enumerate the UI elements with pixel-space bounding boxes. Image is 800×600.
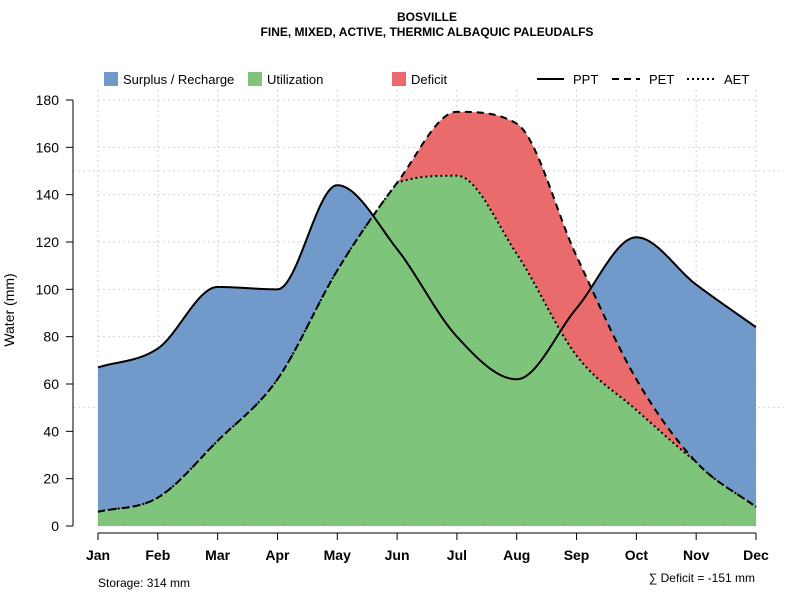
y-tick-label-120: 120 xyxy=(36,234,60,250)
line-layer xyxy=(97,110,757,513)
axes: 0 20 40 60 80 100 120 140 160 180 Jan Feb Mar Apr May J… xyxy=(36,92,769,563)
x-tick-label-apr: Apr xyxy=(265,547,290,563)
series-line-ppt xyxy=(97,184,757,381)
legend-swatch-surplus xyxy=(104,72,118,86)
legend-label-ppt: PPT xyxy=(573,72,598,87)
x-tick-label-nov: Nov xyxy=(683,547,710,563)
x-tick-label-jun: Jun xyxy=(385,547,410,563)
x-tick-label-dec: Dec xyxy=(743,547,769,563)
x-tick-label-sep: Sep xyxy=(564,547,590,563)
x-tick-label-may: May xyxy=(324,547,351,563)
y-tick-label-140: 140 xyxy=(36,187,60,203)
storage-annotation: Storage: 314 mm xyxy=(98,576,190,590)
legend-label-deficit: Deficit xyxy=(411,72,448,87)
deficit-annotation: ∑ Deficit = -151 mm xyxy=(649,571,755,585)
legend-label-pet: PET xyxy=(649,72,674,87)
legend-label-utilization: Utilization xyxy=(267,72,323,87)
y-tick-label-80: 80 xyxy=(43,329,59,345)
y-tick-label-60: 60 xyxy=(43,376,59,392)
x-tick-label-oct: Oct xyxy=(625,547,649,563)
chart-subtitle: FINE, MIXED, ACTIVE, THERMIC ALBAQUIC PA… xyxy=(261,25,594,39)
x-tick-label-aug: Aug xyxy=(503,547,530,563)
legend-label-aet: AET xyxy=(724,72,749,87)
legend-swatch-deficit xyxy=(392,72,406,86)
y-axis-label: Water (mm) xyxy=(1,273,17,346)
y-tick-label-40: 40 xyxy=(43,423,59,439)
x-tick-label-feb: Feb xyxy=(145,547,170,563)
y-tick-label-0: 0 xyxy=(51,518,59,534)
area-layer xyxy=(98,111,756,527)
y-tick-label-180: 180 xyxy=(36,92,60,108)
series-line-aet xyxy=(97,174,757,513)
y-tick-label-20: 20 xyxy=(43,471,59,487)
y-tick-label-100: 100 xyxy=(36,281,60,297)
x-tick-label-jul: Jul xyxy=(447,547,467,563)
x-tick-label-mar: Mar xyxy=(205,547,230,563)
chart-title: BOSVILLE xyxy=(397,10,457,24)
legend: Surplus / Recharge Utilization Deficit P… xyxy=(104,72,749,87)
legend-swatch-utilization xyxy=(248,72,262,86)
utilization-area xyxy=(98,175,756,527)
y-tick-label-160: 160 xyxy=(36,139,60,155)
x-tick-label-jan: Jan xyxy=(86,547,110,563)
legend-label-surplus: Surplus / Recharge xyxy=(123,72,234,87)
